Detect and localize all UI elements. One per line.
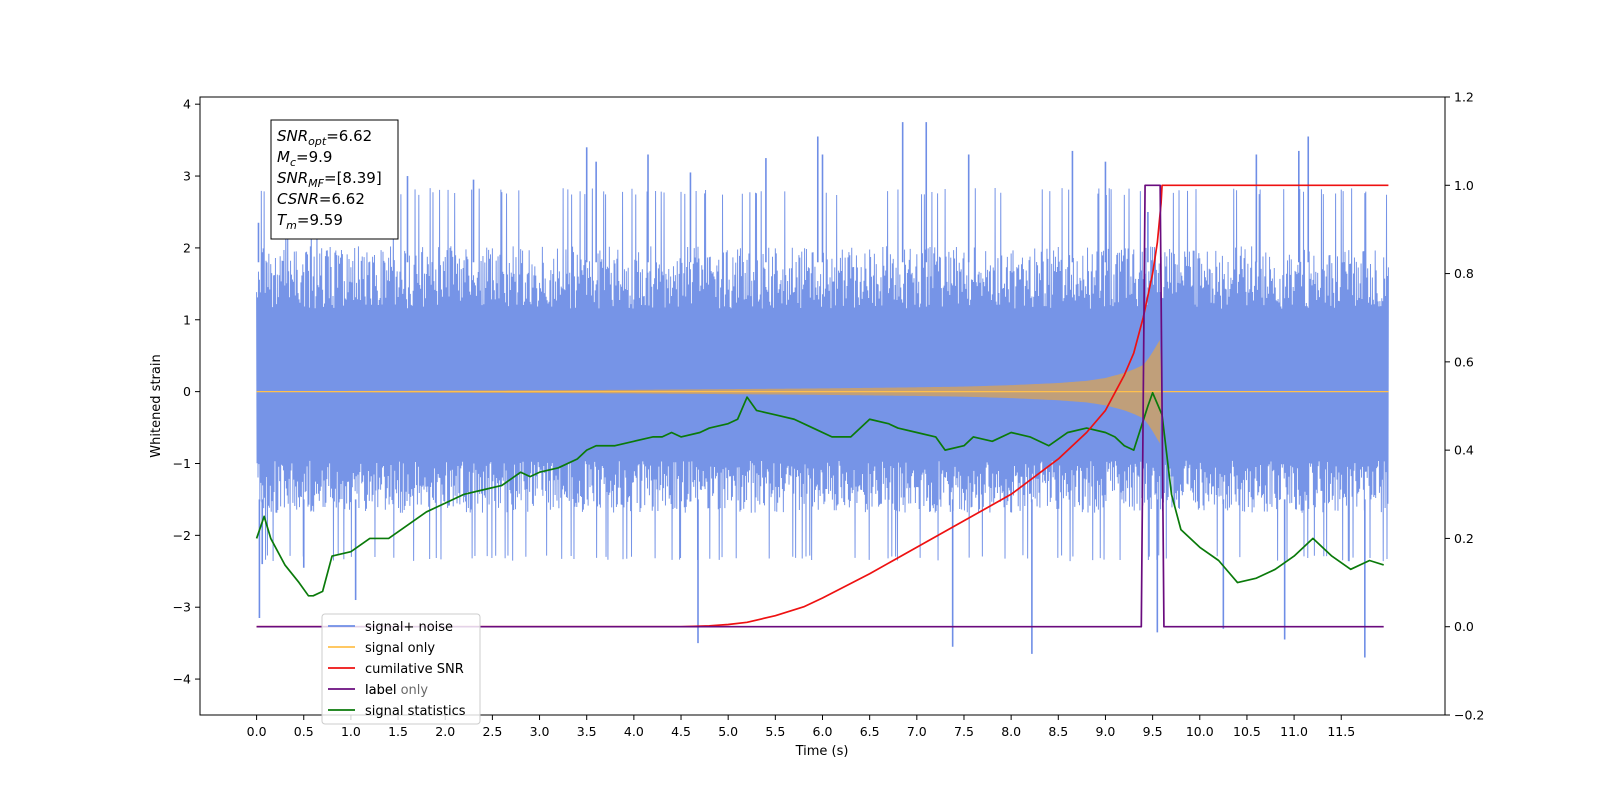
y-tick-label: −3 [173,600,191,615]
legend-label: cumilative SNR [365,662,464,677]
x-tick-label: 4.5 [671,724,691,739]
series-layer [255,122,1389,658]
x-tick-label: 11.0 [1280,724,1308,739]
y2-tick-label: 0.0 [1454,619,1474,634]
legend-label-hidden: label only [365,683,428,698]
annotation-line: Mc=9.9 [277,148,332,169]
y-axis-left: −4 −3 −2 −1 0 1 2 3 4 [173,97,200,687]
series-cumulative-snr [256,184,1389,628]
y2-tick-label: 0.4 [1454,443,1474,458]
x-tick-label: 2.5 [482,724,502,739]
legend-label: signal only [365,641,435,656]
x-tick-label: 4.0 [624,724,644,739]
x-tick-label: 1.0 [341,724,361,739]
annotation-line: Tm=9.59 [277,211,343,232]
y-tick-label: −4 [173,672,191,687]
series-signal-noise [256,122,1389,658]
legend-frame [321,613,481,725]
y-tick-label: 1 [183,312,191,327]
x-tick-label: 6.5 [860,724,880,739]
x-tick-label: 2.0 [435,724,455,739]
y-tick-label: 2 [183,240,191,255]
x-tick-label: 1.5 [388,724,408,739]
y-tick-label: −1 [173,456,191,471]
y2-tick-label: −0.2 [1454,708,1484,723]
legend-label: signal statistics [365,704,466,719]
series-signal-noise-trace [256,188,1389,562]
series-signal-only [256,340,1389,444]
x-tick-label: 7.5 [954,724,974,739]
y2-tick-label: 0.6 [1454,354,1474,369]
y-axis-right: −0.2 0.0 0.2 0.4 0.6 0.8 1.0 1.2 [1445,90,1484,723]
y-tick-label: −2 [173,528,191,543]
y2-tick-label: 0.8 [1454,266,1474,281]
x-tick-label: 0.0 [247,724,267,739]
x-tick-label: 9.0 [1096,724,1116,739]
x-tick-label: 3.5 [577,724,597,739]
x-tick-label: 0.5 [294,724,314,739]
y-axis-label: Whitened strain [149,354,164,457]
legend-label: label [365,683,396,698]
x-tick-label: 11.5 [1327,724,1355,739]
annotation-line: CSNR=6.62 [277,190,365,208]
y2-tick-label: 1.0 [1454,178,1474,193]
x-tick-label: 8.0 [1001,724,1021,739]
legend-label: signal+ noise [365,620,453,635]
x-tick-label: 6.0 [813,724,833,739]
x-tick-label: 5.5 [765,724,785,739]
x-tick-label: 3.0 [530,724,550,739]
x-axis: 0.0 0.5 1.0 1.5 2.0 2.5 3.0 3.5 4.0 4.5 5.0 5.5 6.0 6… [247,715,1355,739]
y-tick-label: 0 [183,384,191,399]
x-tick-label: 9.5 [1143,724,1163,739]
series-label [256,184,1384,628]
annotation-line: SNRMF=[8.39] [277,169,382,190]
y2-tick-label: 1.2 [1454,90,1474,105]
annotation-frame [270,119,399,240]
x-tick-label: 5.0 [718,724,738,739]
x-axis-label: Time (s) [795,744,849,759]
y-tick-label: 3 [183,169,191,184]
y-tick-label: 4 [183,97,191,112]
x-tick-label: 7.0 [907,724,927,739]
annotation-line: SNRopt=6.62 [277,127,372,148]
legend: signal+ noise signal only cumilative SNR la… [321,613,481,725]
series-signal-statistics [255,391,1384,597]
x-tick-label: 8.5 [1048,724,1068,739]
x-tick-label: 10.0 [1186,724,1214,739]
y2-tick-label: 0.2 [1454,531,1474,546]
x-tick-label: 10.5 [1233,724,1261,739]
